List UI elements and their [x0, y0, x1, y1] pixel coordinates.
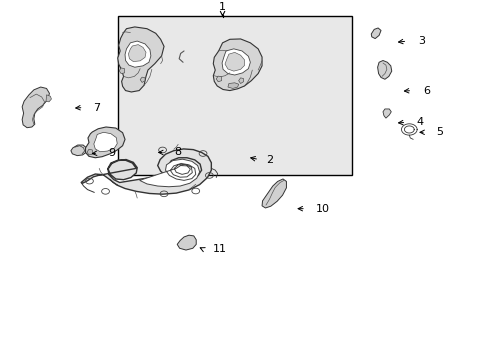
Polygon shape	[382, 109, 390, 118]
Text: 7: 7	[93, 103, 100, 113]
Polygon shape	[71, 145, 86, 156]
Polygon shape	[140, 159, 199, 187]
Polygon shape	[227, 83, 238, 89]
Polygon shape	[125, 41, 151, 67]
Text: 5: 5	[436, 127, 443, 137]
Text: 8: 8	[174, 148, 181, 157]
Polygon shape	[224, 53, 244, 71]
Text: 3: 3	[417, 36, 424, 46]
Text: 1: 1	[219, 2, 225, 12]
Text: 10: 10	[316, 204, 329, 214]
Polygon shape	[87, 149, 92, 155]
Polygon shape	[119, 68, 124, 73]
Polygon shape	[213, 39, 262, 91]
Polygon shape	[81, 149, 211, 194]
Polygon shape	[177, 235, 196, 250]
Polygon shape	[85, 127, 125, 158]
Polygon shape	[140, 77, 145, 82]
Polygon shape	[370, 28, 380, 39]
Polygon shape	[262, 179, 286, 208]
Polygon shape	[128, 45, 146, 62]
Polygon shape	[377, 60, 391, 79]
Polygon shape	[46, 95, 51, 102]
Polygon shape	[238, 78, 243, 84]
Text: 4: 4	[416, 117, 423, 127]
Polygon shape	[216, 76, 221, 82]
Text: 6: 6	[422, 86, 429, 95]
Text: 9: 9	[108, 148, 115, 158]
Polygon shape	[94, 132, 117, 152]
Polygon shape	[22, 87, 49, 128]
Polygon shape	[222, 49, 250, 75]
Polygon shape	[118, 27, 163, 92]
Bar	[118, 16, 351, 175]
Text: 11: 11	[213, 244, 227, 254]
Text: 2: 2	[266, 154, 273, 165]
